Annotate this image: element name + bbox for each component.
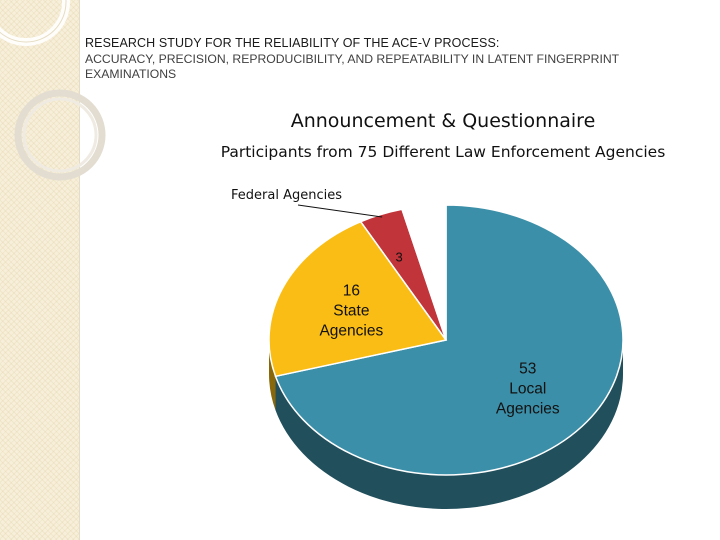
pie-slice-state-agencies bbox=[268, 220, 448, 378]
pie-labels: 53 Local Agencies 16 State Agencies 3 Federal A… bbox=[231, 188, 560, 417]
callout-label-federal-agencies: Federal Agencies bbox=[231, 188, 342, 203]
pie-label-state-agencies: 16 State Agencies bbox=[319, 283, 383, 340]
pie-label-federal-agencies: 3 bbox=[395, 250, 402, 265]
pie-slices bbox=[268, 204, 624, 509]
header-title: RESEARCH STUDY FOR THE RELIABILITY OF TH… bbox=[85, 36, 500, 50]
slide-subtitle: Participants from 75 Different Law Enfor… bbox=[220, 143, 666, 161]
pie-slice-unlabeled bbox=[400, 204, 447, 341]
pie-wall-state-agencies bbox=[269, 340, 276, 411]
header-subtitle: ACCURACY, PRECISION, REPRODUCIBILITY, AN… bbox=[85, 52, 619, 81]
callout-line bbox=[297, 204, 383, 218]
decorative-rings bbox=[0, 0, 106, 181]
pie-label-local-agencies: 53 Local Agencies bbox=[496, 360, 560, 417]
pie-slice-local-agencies bbox=[274, 204, 624, 476]
side-band-divider bbox=[79, 0, 80, 540]
pie-wall-local-agencies bbox=[275, 340, 623, 509]
slide-title: Announcement & Questionnaire bbox=[290, 110, 596, 132]
